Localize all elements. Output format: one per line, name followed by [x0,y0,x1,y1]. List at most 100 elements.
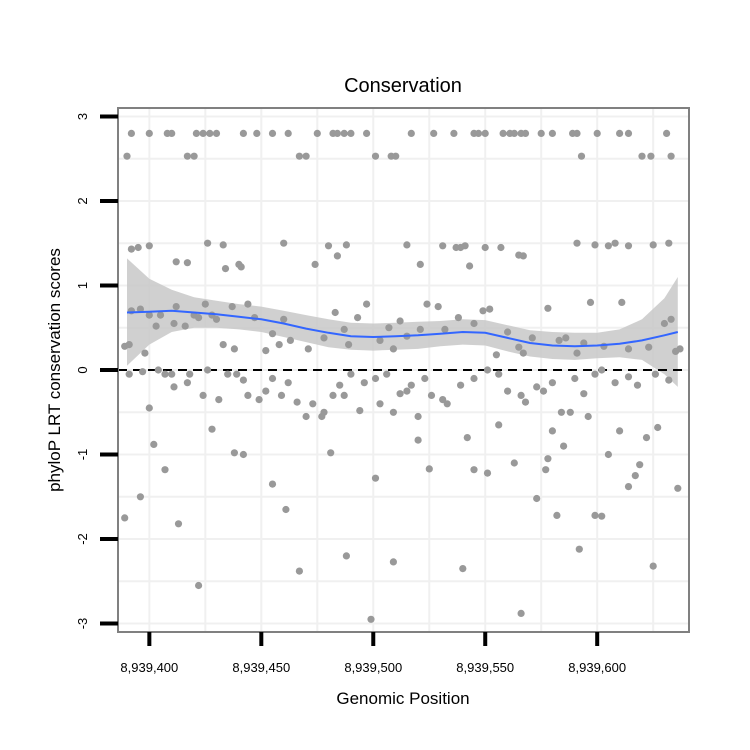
data-point [123,152,131,160]
data-point [244,300,252,308]
data-point [544,304,552,312]
data-point [172,303,180,311]
x-tick-label: 8,939,500 [344,660,402,675]
data-point [127,129,135,137]
data-point [336,381,344,389]
data-point [479,307,487,315]
data-point [504,387,512,395]
data-point [598,512,606,520]
data-point [121,514,129,522]
data-point [517,391,525,399]
data-point [439,242,447,250]
data-point [201,300,209,308]
data-point [584,412,592,421]
data-point [268,374,277,383]
data-point [533,383,541,391]
data-point [284,129,292,137]
data-point [145,311,153,319]
data-point [295,152,303,160]
data-point [521,129,530,137]
data-point [486,305,494,313]
data-point [660,319,669,328]
data-point [470,319,478,328]
data-point [604,242,613,250]
data-point [663,129,671,137]
data-point [221,265,230,273]
data-point [145,242,153,250]
data-point [183,259,191,267]
data-point [497,243,505,252]
data-point [483,469,492,477]
data-point [414,412,422,421]
data-point [293,398,301,406]
data-point [495,370,503,378]
data-point [219,341,227,349]
data-point [533,494,541,503]
data-point [183,152,191,160]
data-point [320,334,328,342]
data-points [121,129,684,623]
data-point [304,345,312,353]
data-point [284,379,292,387]
data-point [255,396,263,404]
data-point [286,336,294,344]
y-tick-label: -1 [75,449,90,461]
chart-title: Conservation [344,75,462,97]
data-point [244,391,252,399]
data-point [215,396,223,404]
data-point [665,239,673,247]
data-point [282,505,290,514]
data-point [636,461,644,469]
data-point [199,129,207,137]
y-tick-label: -2 [75,533,90,545]
data-point [385,324,393,332]
data-point [239,376,247,384]
data-point [186,370,194,378]
data-point [295,567,303,575]
data-point [665,376,673,384]
data-point [573,239,581,247]
data-point [219,241,227,249]
data-point [457,381,465,389]
y-axis: 3 2 1 0 -1 -2 -3 [75,113,118,629]
y-tick-label: 1 [75,282,90,289]
smooth-curve [126,309,679,348]
data-point [575,545,583,553]
data-point [421,374,429,383]
x-tick-label: 8,939,550 [456,660,514,675]
data-point [459,565,467,573]
data-point [154,366,162,374]
data-point [483,366,492,374]
data-point [407,381,415,389]
data-point [342,552,350,560]
data-point [450,129,458,137]
data-point [553,511,561,519]
data-point [611,379,619,387]
data-point [425,465,433,473]
y-tick-label: 3 [75,113,90,120]
data-point [573,349,581,357]
data-point [389,408,397,416]
data-point [548,427,557,435]
data-point [515,343,523,351]
data-point [624,373,633,381]
data-point [443,400,451,408]
data-point [544,455,552,463]
y-tick-label: 0 [75,366,90,373]
data-point [466,262,474,270]
data-point [591,241,599,249]
x-tick-label: 8,939,400 [120,660,178,675]
data-point [638,152,646,160]
data-point [416,325,424,333]
data-point [519,349,527,357]
x-tick-label: 8,939,600 [568,660,626,675]
data-point [340,325,348,333]
data-point [495,421,503,429]
data-point [383,370,391,378]
data-point [407,129,415,137]
data-point [631,472,639,480]
data-point [280,239,288,247]
data-point [168,370,176,378]
data-point [204,366,212,374]
data-point [642,434,651,442]
